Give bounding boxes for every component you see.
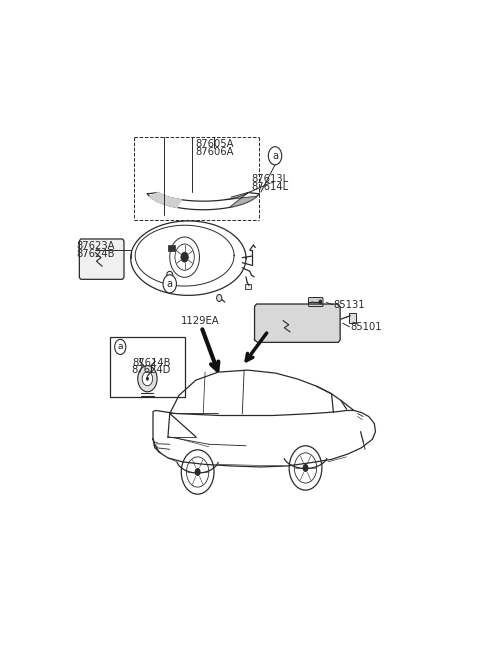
- Text: 87624B: 87624B: [76, 249, 115, 259]
- FancyBboxPatch shape: [309, 297, 323, 307]
- FancyBboxPatch shape: [349, 313, 356, 323]
- Text: 1129EA: 1129EA: [181, 316, 220, 326]
- Text: a: a: [167, 279, 173, 289]
- FancyBboxPatch shape: [168, 244, 175, 251]
- Text: 87624D: 87624D: [132, 365, 171, 375]
- Text: a: a: [118, 343, 123, 352]
- Circle shape: [167, 271, 173, 279]
- Circle shape: [289, 446, 322, 490]
- Polygon shape: [254, 304, 340, 343]
- Text: 85101: 85101: [350, 322, 382, 331]
- Circle shape: [195, 468, 201, 476]
- Text: 87605A: 87605A: [195, 139, 234, 149]
- Text: 87614B: 87614B: [132, 358, 170, 367]
- Circle shape: [216, 295, 222, 301]
- FancyBboxPatch shape: [245, 284, 251, 289]
- Text: 87614L: 87614L: [252, 182, 289, 192]
- Circle shape: [268, 147, 282, 165]
- Circle shape: [302, 464, 309, 472]
- Circle shape: [146, 377, 149, 381]
- Circle shape: [319, 299, 322, 305]
- Text: 87613L: 87613L: [252, 174, 289, 185]
- Circle shape: [181, 450, 214, 494]
- Text: 87623A: 87623A: [76, 241, 115, 251]
- Circle shape: [181, 252, 188, 262]
- Circle shape: [142, 371, 153, 386]
- Text: 87606A: 87606A: [195, 147, 234, 157]
- FancyBboxPatch shape: [79, 239, 124, 279]
- Circle shape: [163, 275, 177, 293]
- Circle shape: [115, 339, 126, 354]
- Polygon shape: [150, 193, 181, 208]
- Circle shape: [138, 365, 157, 392]
- Text: 85131: 85131: [334, 299, 365, 310]
- Polygon shape: [225, 193, 257, 208]
- Text: a: a: [272, 151, 278, 160]
